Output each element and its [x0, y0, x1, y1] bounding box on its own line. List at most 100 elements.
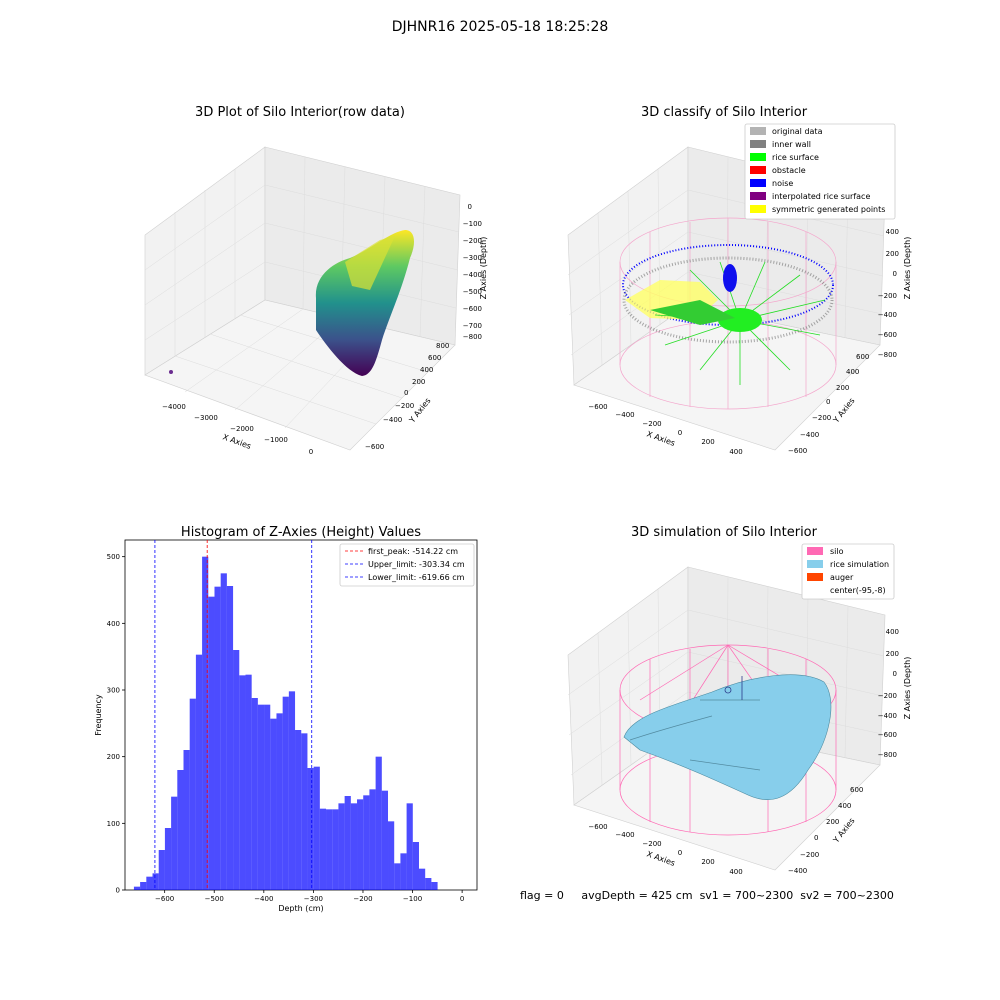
raw-data-panel: 3D Plot of Silo Interior(row data) — [144, 105, 488, 456]
classify-legend-swatch — [750, 179, 766, 187]
classify-legend-label: interpolated rice surface — [772, 192, 870, 201]
simulation-ztick: −200 — [878, 692, 897, 700]
raw-ztick: −300 — [463, 254, 482, 262]
histogram-bar — [233, 650, 240, 890]
simulation-ytick: 400 — [838, 802, 851, 810]
classify-legend-label: symmetric generated points — [772, 205, 885, 214]
histogram-xtick-label: −100 — [403, 895, 422, 903]
histogram-bar — [425, 878, 432, 890]
histogram-bar — [195, 654, 203, 890]
classify-legend-swatch — [750, 153, 766, 161]
histogram-bar — [152, 873, 159, 890]
histogram-bar — [208, 596, 215, 890]
footer-flag: flag = 0 — [520, 889, 564, 902]
classify-xlabel: X Axies — [645, 429, 676, 448]
classify-panel: 3D classify of Silo Interior — [567, 105, 912, 456]
simulation-xtick: 200 — [701, 858, 714, 866]
raw-ztick: 0 — [468, 203, 472, 211]
histogram-bar — [412, 842, 419, 890]
classify-legend-label: inner wall — [772, 140, 811, 149]
raw-ytick: 400 — [420, 366, 433, 374]
classify-legend-swatch — [750, 166, 766, 174]
classify-ytick: 200 — [836, 384, 849, 392]
classify-legend-label: noise — [772, 179, 793, 188]
raw-ylabel: Y Axies — [407, 396, 433, 425]
histogram-bar — [220, 573, 227, 890]
histogram-bar — [363, 795, 370, 890]
simulation-legend-label: silo — [830, 547, 844, 556]
simulation-legend-label: rice simulation — [830, 560, 889, 569]
footer-sv2: sv2 = 700~2300 — [800, 889, 894, 902]
raw-ytick: 800 — [436, 342, 449, 350]
histogram-bars — [133, 556, 438, 890]
raw-zlabel: Z Axies (Depth) — [479, 237, 488, 300]
histogram-xtick-label: −300 — [304, 895, 323, 903]
simulation-legend-label: center(-95,-8) — [830, 586, 886, 595]
simulation-zticks: 400 200 0 −200 −400 −600 −800 — [878, 628, 899, 759]
histogram-bar — [282, 696, 289, 890]
histogram-bar — [177, 770, 184, 890]
simulation-xticks: −600 −400 −200 0 200 400 — [588, 823, 742, 876]
histogram-xtick-label: −200 — [353, 895, 372, 903]
classify-ztick: −200 — [878, 292, 897, 300]
simulation-ytick: −200 — [800, 851, 819, 859]
simulation-ytick: 200 — [826, 818, 839, 826]
raw-xtick: −4000 — [162, 403, 186, 411]
simulation-legend-label: auger — [830, 573, 854, 582]
raw-panel-title: 3D Plot of Silo Interior(row data) — [195, 105, 405, 120]
classify-legend-swatch — [750, 192, 766, 200]
histogram-bar — [319, 808, 327, 890]
simulation-rice-mesh-lines — [629, 699, 761, 771]
classify-xtick: −400 — [615, 411, 634, 419]
simulation-ytick: 600 — [850, 786, 863, 794]
histogram-legend-label: Lower_limit: -619.66 cm — [368, 573, 465, 582]
histogram-ytick-label: 500 — [107, 553, 120, 561]
raw-zticks: 0 −100 −200 −300 −400 −500 −600 −700 −80… — [463, 203, 482, 341]
histogram-bar — [375, 756, 382, 890]
simulation-legend-swatch — [807, 573, 823, 581]
histogram-legend-label: first_peak: -514.22 cm — [368, 547, 458, 556]
classify-yticks: −600 −400 −200 0 200 400 600 — [788, 353, 869, 455]
classify-inner-wall — [622, 256, 834, 344]
classify-legend-label: rice surface — [772, 153, 819, 162]
raw-ytick: 0 — [404, 389, 408, 397]
histogram-bar — [388, 821, 395, 890]
classify-xtick: −200 — [642, 420, 661, 428]
histogram-yticks: 0 100 200 300 400 500 — [107, 553, 125, 895]
histogram-ytick-label: 0 — [116, 887, 120, 895]
histogram-bar — [344, 796, 351, 890]
histogram-ytick-label: 400 — [107, 620, 120, 628]
histogram-xlabel: Depth (cm) — [278, 904, 323, 913]
histogram-bar — [239, 675, 246, 890]
histogram-bar — [146, 876, 153, 890]
simulation-xtick: 0 — [678, 849, 682, 857]
histogram-bar — [350, 803, 358, 890]
simulation-xlabel: X Axies — [645, 849, 676, 868]
classify-rice-core — [718, 308, 762, 332]
classify-legend-label: original data — [772, 127, 823, 136]
histogram-bar — [307, 768, 314, 890]
classify-noise-cluster — [723, 264, 737, 292]
classify-legend-swatch — [750, 140, 766, 148]
histogram-xtick-label: −400 — [254, 895, 273, 903]
simulation-ytick: −400 — [788, 867, 807, 875]
raw-xtick: −2000 — [230, 425, 254, 433]
histogram-bar — [400, 853, 407, 890]
raw-ytick: −600 — [365, 443, 384, 451]
histogram-bar — [357, 799, 364, 890]
simulation-legend-swatch — [807, 560, 823, 568]
histogram-bar — [313, 766, 320, 890]
classify-xtick: −600 — [588, 403, 607, 411]
histogram-ytick-label: 100 — [107, 820, 120, 828]
raw-ytick: 200 — [412, 378, 425, 386]
histogram-bar — [158, 850, 165, 890]
histogram-bar — [257, 704, 265, 890]
simulation-xtick: −200 — [642, 840, 661, 848]
classify-ytick: 400 — [846, 368, 859, 376]
classify-ztick: 0 — [893, 270, 897, 278]
raw-xtick: 0 — [309, 448, 313, 456]
raw-point-cloud — [315, 230, 415, 376]
footer-status: flag = 0 avgDepth = 425 cm sv1 = 700~230… — [520, 889, 894, 902]
classify-legend-swatch — [750, 127, 766, 135]
